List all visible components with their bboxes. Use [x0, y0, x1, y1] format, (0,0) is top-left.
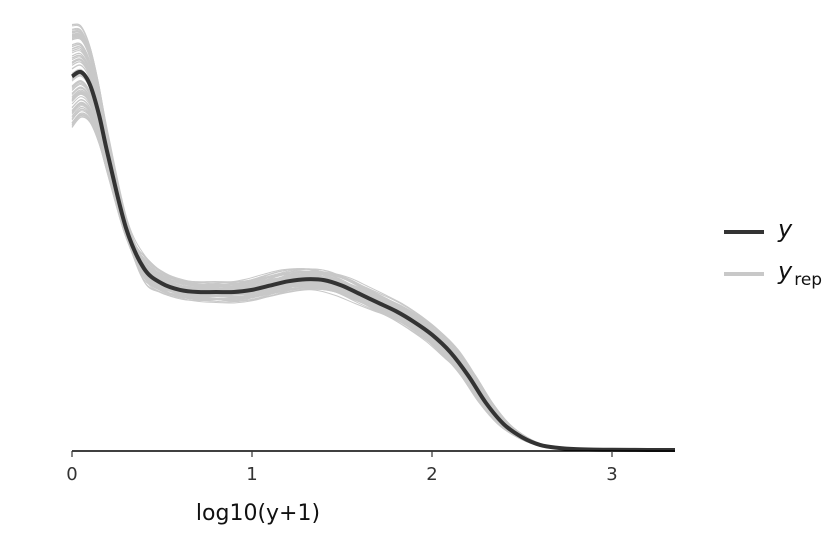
replicate-line — [71, 36, 675, 451]
replicate-line — [71, 35, 675, 451]
replicate-line — [71, 46, 675, 451]
replicate-line — [71, 68, 675, 451]
replicate-line — [71, 35, 675, 451]
legend-label: y rep — [777, 257, 822, 290]
replicate-line — [71, 71, 675, 451]
replicate-line — [71, 89, 675, 451]
replicate-line — [71, 34, 675, 451]
replicate-line — [71, 28, 675, 451]
replicate-line — [71, 34, 675, 451]
replicate-line — [71, 80, 675, 451]
x-axis-ticks: 0 1 2 3 — [66, 451, 618, 485]
replicate-line — [71, 84, 675, 451]
replicate-line — [71, 52, 675, 451]
replicate-line — [71, 81, 675, 451]
replicate-line — [71, 48, 675, 451]
replicate-line — [71, 32, 675, 451]
replicate-line — [71, 74, 675, 451]
x-axis-title: log10(y+1) — [196, 501, 320, 526]
replicate-line — [71, 30, 675, 451]
replicate-line — [71, 33, 675, 451]
replicate-line — [71, 86, 675, 451]
observed-density-line — [70, 69, 675, 453]
replicate-line — [71, 58, 675, 451]
replicate-line — [71, 56, 675, 451]
replicate-line — [71, 44, 675, 451]
replicate-line — [71, 71, 675, 451]
replicate-line — [71, 59, 675, 451]
replicate-line — [71, 80, 675, 451]
replicate-line — [71, 61, 675, 451]
replicate-line — [71, 27, 675, 451]
replicate-line — [71, 42, 675, 451]
replicate-line — [71, 64, 675, 451]
replicate-line — [71, 30, 675, 451]
replicate-line — [71, 54, 675, 451]
replicate-line — [71, 61, 675, 451]
x-tick-label: 2 — [426, 464, 437, 485]
replicate-line — [71, 82, 675, 451]
replicate-line — [71, 81, 675, 451]
legend-subscript: rep — [794, 270, 822, 290]
replicate-line — [71, 89, 675, 451]
replicate-line — [71, 35, 675, 451]
replicate-line — [71, 70, 675, 451]
replicate-line — [71, 75, 675, 451]
replicate-line — [71, 35, 675, 451]
replicate-density-lines — [71, 23, 675, 451]
replicate-line — [71, 43, 675, 451]
x-tick-label: 0 — [66, 464, 77, 485]
replicate-line — [71, 59, 675, 451]
replicate-line — [71, 59, 675, 451]
replicate-line — [71, 33, 675, 451]
replicate-line — [71, 48, 675, 451]
replicate-line — [71, 31, 675, 451]
replicate-line — [71, 30, 675, 451]
replicate-line — [71, 48, 675, 451]
replicate-line — [71, 33, 675, 451]
replicate-line — [71, 33, 675, 451]
replicate-line — [71, 49, 675, 451]
replicate-line — [71, 74, 675, 451]
x-tick-label: 3 — [606, 464, 617, 485]
replicate-line — [71, 37, 675, 451]
replicate-line — [71, 58, 675, 451]
replicate-line — [71, 70, 675, 451]
replicate-line — [71, 46, 675, 451]
replicate-line — [71, 52, 675, 451]
replicate-line — [71, 86, 675, 451]
replicate-line — [71, 87, 675, 451]
replicate-line — [71, 24, 675, 451]
legend: y y rep — [724, 215, 822, 290]
replicate-line — [71, 30, 675, 451]
replicate-line — [71, 23, 675, 451]
replicate-line — [71, 54, 675, 451]
replicate-line — [71, 64, 675, 451]
replicate-line — [71, 23, 675, 451]
replicate-line — [71, 90, 675, 451]
x-tick-label: 1 — [246, 464, 257, 485]
replicate-line — [71, 37, 675, 451]
replicate-line — [71, 36, 675, 451]
observed-density-line-group — [70, 69, 675, 453]
replicate-line — [71, 42, 675, 451]
legend-label: y — [777, 215, 793, 243]
replicate-line — [71, 54, 675, 451]
replicate-line — [71, 87, 675, 451]
replicate-line — [71, 73, 675, 451]
